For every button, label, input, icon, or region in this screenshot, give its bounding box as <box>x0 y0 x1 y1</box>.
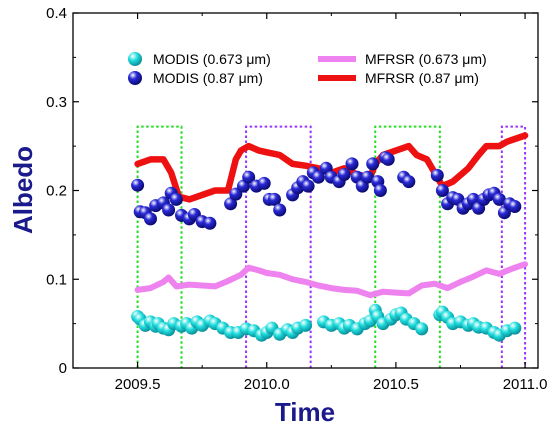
series-0-point-28 <box>299 318 312 332</box>
legend-label-modis-673: MODIS (0.673 μm) <box>153 51 271 67</box>
legend-label-modis-87: MODIS (0.87 μm) <box>153 70 263 86</box>
x-tick-label-1: 2010.0 <box>244 376 290 393</box>
series-1-point-17 <box>242 170 256 184</box>
series-1-point-13 <box>203 216 217 230</box>
series-line-2 <box>134 261 529 299</box>
series-1-point-0 <box>131 178 145 192</box>
legend-entry-mfrsr-673: MFRSR (0.673 μm) <box>318 51 487 67</box>
series-0-point-58 <box>508 321 522 335</box>
legend-entry-mfrsr-87: MFRSR (0.87 μm) <box>318 70 479 86</box>
series-1-point-43 <box>402 175 416 189</box>
series-lines <box>134 132 529 299</box>
y-tick-label-1: 0.1 <box>46 271 67 288</box>
series-0-point-45 <box>415 322 429 336</box>
y-tick-label-2: 0.2 <box>46 183 67 200</box>
period-box-2 <box>374 125 441 368</box>
series-1-point-44 <box>430 168 444 182</box>
series-1-point-36 <box>361 170 374 184</box>
x-tick-label-3: 2011.0 <box>503 376 548 393</box>
series-1-point-45 <box>435 184 449 197</box>
series-1-point-3 <box>144 212 157 226</box>
series-1-point-15 <box>229 187 243 201</box>
y-tick-label-0: 0 <box>59 360 67 377</box>
x-axis-label: Time <box>275 397 335 427</box>
y-tick-label-4: 0.4 <box>46 5 67 22</box>
series-points <box>131 151 522 342</box>
period-box-0 <box>136 125 183 368</box>
series-1-point-33 <box>345 157 359 171</box>
series-1-point-26 <box>301 179 315 193</box>
period-boxes <box>136 125 527 368</box>
series-line-3 <box>134 132 529 203</box>
series-1-point-8 <box>169 192 183 206</box>
axis-ticks: 0 0.1 0.2 0.3 0.4 2009.5 2010.0 2010.5 2011.0 <box>46 5 547 393</box>
series-1-point-19 <box>257 176 271 190</box>
series-1-point-28 <box>311 170 325 184</box>
series-1-point-21 <box>268 192 281 206</box>
x-tick-label-2: 2010.5 <box>373 376 419 393</box>
legend-entry-modis-673: MODIS (0.673 μm) <box>128 51 271 67</box>
period-box-3 <box>500 125 527 368</box>
series-1-point-59 <box>508 200 522 213</box>
series-1-point-6 <box>162 203 176 217</box>
x-tick-label-0: 2009.5 <box>115 376 161 393</box>
legend-entry-modis-87: MODIS (0.87 μm) <box>128 70 263 86</box>
legend-label-mfrsr-87: MFRSR (0.87 μm) <box>365 70 479 86</box>
series-1-point-14 <box>224 197 238 211</box>
y-tick-label-3: 0.3 <box>46 94 67 111</box>
period-box-1 <box>245 125 312 368</box>
legend-label-mfrsr-673: MFRSR (0.673 μm) <box>365 51 487 67</box>
series-1-point-22 <box>273 203 287 217</box>
legend: MODIS (0.673 μm) MODIS (0.87 μm) MFRSR (… <box>128 51 487 86</box>
series-1-point-39 <box>373 184 387 197</box>
series-1-point-56 <box>492 192 506 206</box>
legend-marker-modis-673 <box>128 52 142 66</box>
series-1-point-37 <box>366 157 380 171</box>
series-1-point-32 <box>337 168 351 181</box>
legend-marker-modis-87 <box>128 71 142 85</box>
y-axis-label: Albedo <box>8 146 38 234</box>
series-1-point-41 <box>381 152 395 166</box>
